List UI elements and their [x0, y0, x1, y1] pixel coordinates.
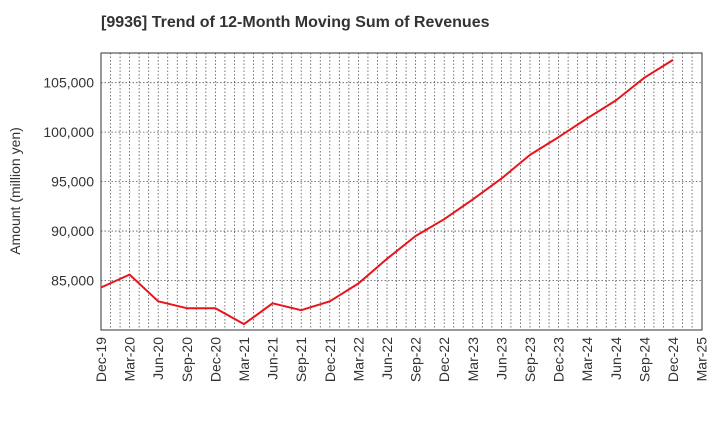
y-axis-ticks: 85,000 90,000 95,000 100,000 105,000: [43, 75, 94, 289]
y-tick-label: 100,000: [43, 124, 94, 140]
x-tick-label: Sep-23: [522, 337, 538, 382]
y-tick-label: 85,000: [51, 273, 94, 289]
chart-title: [9936] Trend of 12-Month Moving Sum of R…: [101, 14, 490, 31]
x-tick-label: Sep-22: [408, 337, 424, 382]
x-tick-label: Mar-25: [694, 337, 710, 382]
x-tick-label: Sep-24: [636, 337, 652, 382]
x-tick-label: Dec-20: [207, 337, 223, 382]
x-tick-label: Dec-23: [551, 337, 567, 382]
y-axis-label: Amount (million yen): [7, 127, 23, 255]
x-tick-label: Mar-20: [122, 337, 138, 382]
x-tick-label: Dec-21: [322, 337, 338, 382]
x-tick-label: Mar-22: [350, 337, 366, 382]
x-axis-ticks: Dec-19 Mar-20 Jun-20 Sep-20 Dec-20 Mar-21 Jun-…: [93, 337, 710, 382]
x-tick-label: Sep-20: [179, 337, 195, 382]
x-tick-label: Jun-24: [608, 337, 624, 380]
x-tick-label: Jun-20: [150, 337, 166, 380]
x-tick-label: Jun-21: [265, 337, 281, 380]
series-layer: [100, 59, 674, 326]
x-tick-label: Mar-24: [579, 337, 595, 382]
grid-lines: [101, 53, 702, 330]
x-tick-label: Dec-19: [93, 337, 109, 382]
x-tick-label: Dec-22: [436, 337, 452, 382]
series-line: [100, 59, 674, 326]
y-tick-label: 90,000: [51, 223, 94, 239]
x-tick-label: Dec-24: [665, 337, 681, 382]
x-tick-label: Jun-23: [493, 337, 509, 380]
x-tick-label: Sep-21: [293, 337, 309, 382]
x-tick-label: Mar-23: [465, 337, 481, 382]
y-tick-label: 95,000: [51, 174, 94, 190]
x-tick-label: Mar-21: [236, 337, 252, 382]
y-tick-label: 105,000: [43, 75, 94, 91]
x-tick-label: Jun-22: [379, 337, 395, 380]
plot-area: [100, 52, 703, 331]
